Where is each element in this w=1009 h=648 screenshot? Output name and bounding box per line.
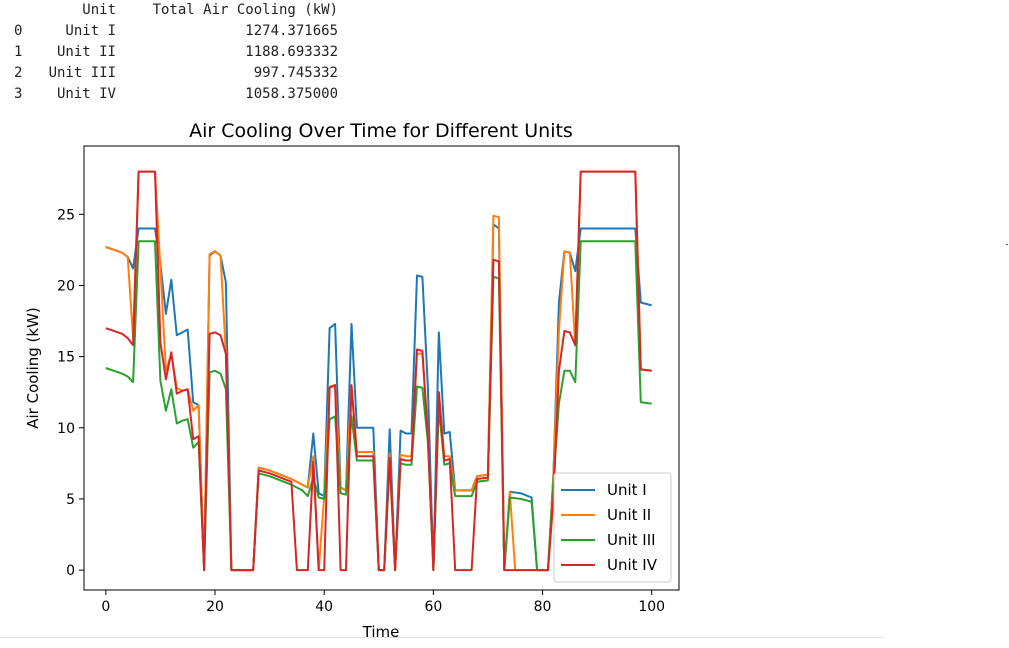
stray-mark: [1006, 244, 1008, 245]
y-tick-label: 25: [57, 207, 75, 223]
legend-label: Unit I: [607, 481, 647, 499]
results-table: Unit Total Air Cooling (kW) 0 Unit I 127…: [0, 0, 380, 105]
header-total: Total Air Cooling (kW): [152, 2, 338, 18]
x-tick-label: 0: [101, 599, 110, 615]
series-line-unit-iv: [105, 170, 652, 572]
row-total: 1058.375000: [245, 86, 338, 102]
y-tick-label: 20: [57, 278, 75, 294]
row-total: 997.745332: [253, 65, 338, 81]
row-index: 0: [14, 23, 23, 39]
legend-label: Unit IV: [607, 556, 658, 574]
row-unit: Unit III: [48, 65, 116, 81]
y-axis-label: Air Cooling (kW): [24, 307, 42, 429]
legend-box: [553, 472, 672, 583]
series-lines: [105, 170, 652, 572]
y-tick-label: 0: [66, 563, 75, 579]
axis-ticks: 0 20 40 60 80 100 0 5 10 15 20 25: [57, 207, 665, 615]
row-index: 2: [14, 65, 23, 81]
row-index: 1: [14, 44, 23, 60]
legend-label: Unit II: [607, 506, 651, 524]
x-tick-label: 60: [424, 599, 442, 615]
cell-divider: [0, 637, 884, 638]
row-index: 3: [14, 86, 23, 102]
table-header: Unit Total Air Cooling (kW): [0, 0, 380, 21]
x-tick-label: 20: [206, 599, 224, 615]
chart-title: Air Cooling Over Time for Different Unit…: [189, 120, 573, 142]
table-row: 1 Unit II 1188.693332: [0, 42, 380, 63]
table-row: 2 Unit III 997.745332: [0, 63, 380, 84]
header-unit: Unit: [82, 2, 116, 18]
y-tick-label: 5: [66, 492, 75, 508]
row-unit: Unit IV: [56, 86, 116, 102]
air-cooling-chart: Air Cooling Over Time for Different Unit…: [24, 120, 680, 640]
row-unit: Unit II: [56, 44, 116, 60]
row-unit: Unit I: [65, 23, 116, 39]
plot-frame: [83, 145, 680, 591]
x-axis-label: Time: [362, 623, 400, 640]
x-tick-label: 80: [534, 599, 552, 615]
legend-label: Unit III: [607, 531, 656, 549]
row-total: 1188.693332: [245, 44, 338, 60]
legend: Unit I Unit II Unit III Unit IV: [553, 472, 672, 583]
row-total: 1274.371665: [245, 23, 338, 39]
y-tick-label: 15: [57, 350, 75, 366]
x-tick-label: 40: [315, 599, 333, 615]
y-tick-label: 10: [57, 421, 75, 437]
table-row: 3 Unit IV 1058.375000: [0, 84, 380, 105]
table-row: 0 Unit I 1274.371665: [0, 21, 380, 42]
x-tick-label: 100: [638, 599, 665, 615]
